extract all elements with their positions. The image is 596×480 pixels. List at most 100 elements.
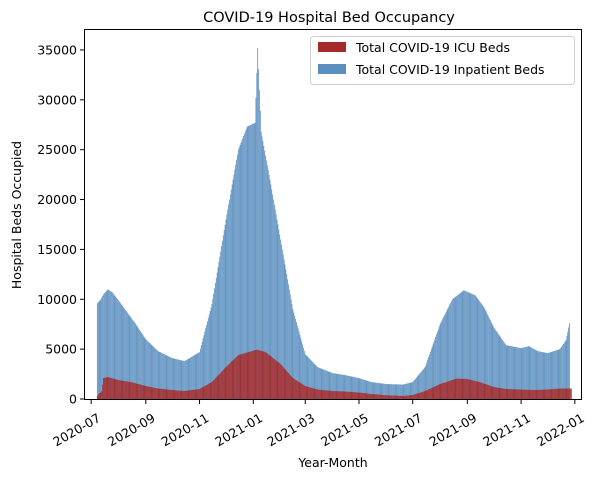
bar — [169, 389, 170, 399]
bar — [167, 355, 169, 399]
bar — [222, 370, 223, 399]
bar — [328, 390, 330, 399]
bar — [155, 349, 157, 399]
bar — [402, 396, 404, 399]
bar — [402, 384, 404, 399]
bar — [185, 390, 186, 399]
bar — [334, 373, 336, 399]
bar — [251, 124, 253, 399]
bar — [453, 297, 455, 399]
bar — [426, 390, 428, 399]
bar — [324, 390, 326, 399]
bar — [554, 388, 555, 399]
bar — [484, 309, 486, 399]
bar — [314, 364, 316, 399]
chart-title: COVID-19 Hospital Bed Occupancy — [203, 10, 455, 26]
bar — [412, 395, 414, 399]
bar — [231, 361, 233, 399]
bar — [215, 277, 217, 399]
bar — [517, 347, 518, 399]
bar — [204, 331, 206, 399]
bar — [404, 395, 406, 399]
bar — [133, 382, 134, 399]
bar — [326, 370, 327, 399]
bar — [468, 292, 470, 399]
bar — [516, 389, 518, 399]
bar — [235, 164, 237, 399]
bar — [423, 368, 425, 399]
bar — [477, 298, 479, 399]
bar — [408, 382, 410, 399]
bar — [274, 209, 276, 399]
bar — [237, 355, 239, 399]
bar — [470, 293, 472, 399]
bar — [433, 341, 435, 399]
bar — [200, 345, 202, 399]
bar — [343, 391, 345, 399]
bar — [500, 337, 502, 399]
bar — [164, 354, 166, 399]
bar — [264, 351, 266, 399]
bar — [400, 395, 401, 399]
bar — [194, 389, 196, 399]
bar — [132, 382, 133, 399]
bar — [96, 303, 98, 399]
bar — [108, 289, 110, 399]
bar — [347, 391, 348, 399]
bar — [274, 204, 275, 399]
y-tick-label: 35000 — [37, 42, 77, 57]
bar — [481, 303, 482, 399]
bar — [512, 389, 514, 399]
bar — [123, 307, 125, 399]
bar — [562, 345, 563, 399]
bar — [444, 382, 445, 399]
plot-frame — [84, 29, 582, 400]
bar — [371, 394, 373, 399]
bar — [197, 389, 199, 399]
bar — [554, 350, 555, 399]
bar — [280, 239, 281, 399]
y-tick-label: 30000 — [37, 92, 77, 107]
bar — [376, 394, 377, 399]
bar — [166, 355, 168, 399]
bar — [190, 357, 192, 399]
bar — [289, 294, 291, 399]
bar — [262, 141, 264, 400]
bar — [120, 303, 122, 399]
bar — [494, 328, 496, 399]
bar — [555, 350, 557, 399]
bar — [153, 387, 155, 399]
bar — [253, 123, 255, 399]
bar — [244, 131, 246, 399]
bar — [484, 383, 486, 399]
bar — [310, 359, 311, 399]
bar — [495, 387, 496, 399]
bar — [374, 394, 376, 399]
bar — [168, 356, 170, 399]
bar — [503, 342, 505, 399]
bar — [209, 311, 211, 399]
bar — [421, 371, 422, 399]
bar — [257, 349, 259, 399]
bar — [251, 124, 252, 400]
bar — [127, 381, 129, 399]
bar — [434, 339, 436, 399]
bar — [411, 395, 413, 399]
bar — [537, 351, 539, 399]
bar — [381, 383, 383, 399]
bar — [219, 256, 221, 399]
bar — [282, 367, 284, 399]
bar — [517, 389, 518, 399]
bar — [358, 392, 360, 399]
bar — [503, 388, 505, 399]
bar — [502, 388, 503, 399]
bar — [155, 387, 156, 399]
bar — [291, 304, 293, 399]
bar — [437, 385, 438, 399]
bar — [369, 393, 370, 399]
bar — [350, 391, 352, 399]
bar — [334, 391, 336, 399]
bar — [140, 331, 141, 399]
bar — [104, 292, 106, 399]
bar — [471, 293, 473, 399]
